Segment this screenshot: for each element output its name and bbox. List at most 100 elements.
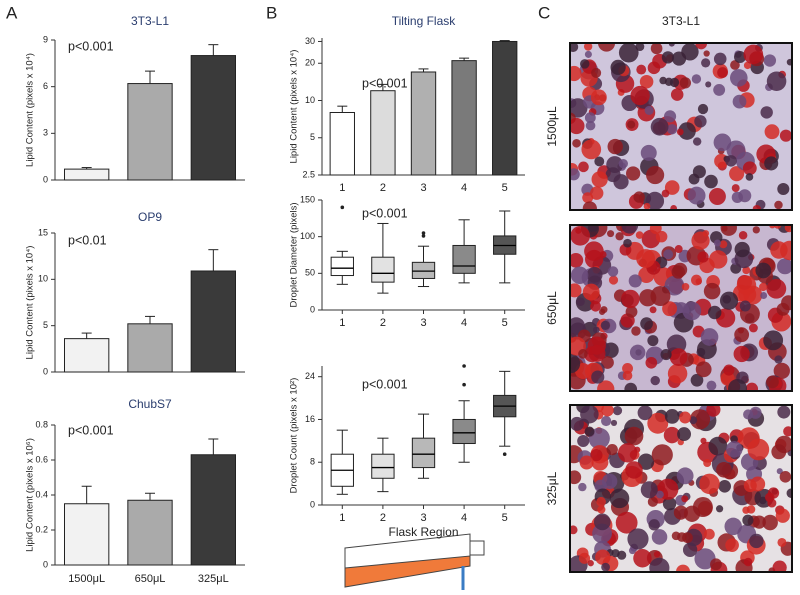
cell <box>644 105 654 116</box>
cell <box>641 229 661 249</box>
cell <box>595 549 611 565</box>
cell <box>647 335 659 347</box>
cell <box>779 129 792 142</box>
cell <box>640 481 658 499</box>
cell <box>666 124 678 135</box>
annotation: p<0.001 <box>362 206 408 220</box>
cell <box>669 77 680 88</box>
cell <box>760 292 768 299</box>
cell <box>591 171 608 188</box>
cell <box>617 443 638 463</box>
cell <box>659 76 667 85</box>
cell <box>600 320 610 330</box>
cell <box>630 85 650 106</box>
cell <box>584 112 596 124</box>
cell <box>650 375 660 386</box>
cell <box>786 488 792 499</box>
cell <box>608 275 619 285</box>
cell <box>598 308 606 315</box>
cell <box>724 517 742 536</box>
cell <box>729 166 745 182</box>
cell <box>679 77 692 89</box>
cell <box>775 508 790 523</box>
cell <box>715 505 724 513</box>
cell <box>703 459 712 468</box>
flask-diagram <box>344 533 485 590</box>
y-tick-label: 10 <box>305 95 315 105</box>
cell <box>736 275 757 295</box>
cell <box>731 184 740 193</box>
cell <box>725 155 737 167</box>
cell <box>611 549 620 558</box>
y-axis-label: Droplet Count (pixels x 10²) <box>289 378 300 494</box>
y-axis-label: Lipid Content (pixels x 10⁴) <box>25 246 36 360</box>
cell <box>670 88 684 101</box>
micrograph <box>570 43 792 210</box>
cell <box>691 74 702 84</box>
cell <box>745 173 754 181</box>
x-tick-label: 3 <box>420 182 426 194</box>
cell <box>592 326 600 334</box>
cell <box>581 139 602 160</box>
micrograph <box>570 225 792 391</box>
cell <box>734 241 750 258</box>
bar <box>370 90 396 176</box>
cell <box>609 488 630 509</box>
cell <box>719 240 728 249</box>
x-tick-label: 650μL <box>135 573 166 585</box>
cell <box>718 479 732 493</box>
cell <box>645 356 658 369</box>
cell <box>777 182 790 196</box>
cell <box>703 50 710 57</box>
cell <box>717 67 728 78</box>
cell <box>590 186 604 200</box>
box <box>411 261 436 279</box>
y-tick-label: 15 <box>38 227 48 237</box>
cell <box>570 226 590 246</box>
cell <box>624 382 638 391</box>
chart-title: ChubS7 <box>128 397 172 411</box>
cell <box>704 174 718 189</box>
cell <box>716 461 732 478</box>
cell <box>621 289 640 309</box>
cell <box>570 266 589 284</box>
bar <box>127 83 173 181</box>
annotation: p<0.001 <box>68 423 114 437</box>
cell <box>777 537 787 547</box>
cell <box>578 482 587 492</box>
cell <box>623 238 632 248</box>
cell <box>577 434 590 448</box>
cell <box>676 467 694 485</box>
cell <box>612 405 623 416</box>
x-axis-label: Flask Region <box>388 525 458 539</box>
x-tick-label: 4 <box>461 317 467 329</box>
cell <box>723 364 735 376</box>
y-tick-label: 20 <box>305 58 315 68</box>
x-tick-label: 2 <box>380 317 386 329</box>
cell <box>674 245 683 254</box>
micrograph <box>570 405 792 572</box>
cell <box>580 59 590 69</box>
y-tick-label: 0.8 <box>35 419 48 429</box>
cell <box>636 64 647 75</box>
cell <box>683 505 701 522</box>
cell <box>747 438 770 461</box>
y-tick-label: 3 <box>43 128 48 138</box>
cell <box>615 511 638 534</box>
bar <box>329 111 355 176</box>
cell <box>677 427 691 442</box>
cell <box>746 505 756 514</box>
cell <box>786 58 792 66</box>
y-tick-label: 100 <box>300 231 315 241</box>
cell <box>582 201 597 210</box>
cell <box>694 115 707 128</box>
cell <box>646 165 665 185</box>
cell <box>742 266 751 275</box>
cell <box>578 349 588 359</box>
chart-title: OP9 <box>138 210 162 224</box>
y-axis-label: Droplet Diameter (pixels) <box>289 202 300 307</box>
x-tick-label: 2 <box>380 182 386 194</box>
y-tick-label: 8 <box>310 457 315 467</box>
cell <box>689 409 711 430</box>
cell <box>710 558 722 571</box>
